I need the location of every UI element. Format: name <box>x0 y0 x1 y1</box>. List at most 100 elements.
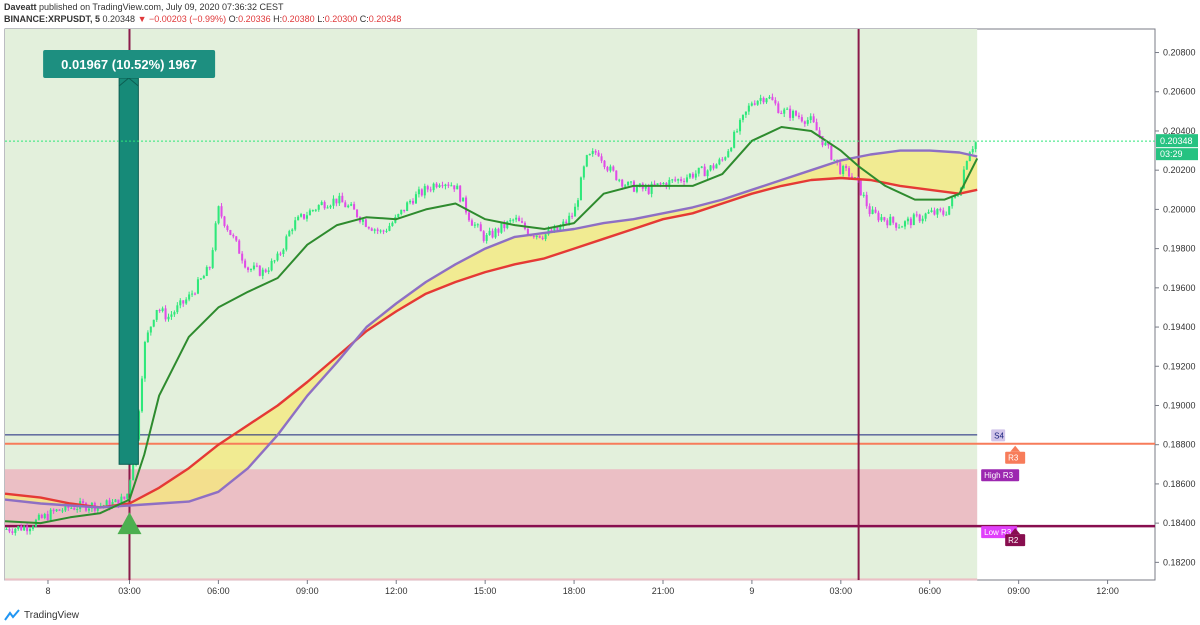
candle-body <box>565 221 568 224</box>
symbol-label[interactable]: BINANCE:XRPUSDT, 5 <box>4 14 101 24</box>
candle-body <box>247 267 250 270</box>
candle-body <box>249 269 253 271</box>
candle-body <box>323 202 326 209</box>
tradingview-brand[interactable]: TradingView <box>24 609 80 621</box>
trade-arrow-head <box>118 77 139 87</box>
candle-body <box>697 167 700 174</box>
trade-range-bar[interactable] <box>118 77 139 465</box>
candle-body <box>241 253 244 261</box>
candle-body <box>497 228 500 233</box>
candle-body <box>883 217 886 221</box>
candle-body <box>789 108 792 118</box>
candle-body <box>311 210 314 212</box>
candle-body <box>821 135 824 146</box>
candle-body <box>170 314 173 317</box>
buy-signal-triangle <box>117 512 142 535</box>
candle-body <box>847 168 851 177</box>
candle-body <box>267 270 270 272</box>
candle-body <box>777 103 780 114</box>
candle-body <box>901 226 904 228</box>
x-tick-label: 8 <box>45 586 50 596</box>
candle-body <box>659 183 662 185</box>
candle-body <box>391 222 394 226</box>
candle-body <box>397 214 400 218</box>
level-tag-r2: R2 <box>1008 536 1019 545</box>
candle-body <box>683 180 686 182</box>
author-name[interactable]: Daveatt <box>4 2 37 12</box>
candle-body <box>364 219 367 227</box>
level-tag-r3-pointer <box>1010 445 1021 452</box>
candle-body <box>456 185 459 190</box>
candle-body <box>43 514 46 519</box>
candle-body <box>503 223 506 229</box>
candle-body <box>709 165 712 171</box>
x-tick-label: 12:00 <box>1096 586 1119 596</box>
candle-body <box>518 217 521 222</box>
candle-body <box>264 269 267 272</box>
candle-body <box>571 215 574 217</box>
candle-body <box>597 152 600 157</box>
x-tick-label: 06:00 <box>207 586 230 596</box>
candle-body <box>123 496 126 499</box>
candle-body <box>282 249 285 254</box>
candle-body <box>868 206 871 214</box>
candle-body <box>403 209 406 212</box>
candle-body <box>594 151 597 153</box>
candle-body <box>388 225 391 231</box>
candle-body <box>753 103 756 105</box>
candle-body <box>350 204 353 206</box>
candle-body <box>29 528 32 532</box>
candle-body <box>582 166 585 178</box>
candle-body <box>653 183 656 186</box>
candle-body <box>512 219 515 221</box>
level-tag-r2-pointer <box>1010 528 1021 535</box>
candle-body <box>332 198 335 206</box>
y-tick-label: 0.19000 <box>1163 400 1196 410</box>
candle-body <box>423 186 426 196</box>
candle-body <box>845 166 848 169</box>
bar-countdown-label: 03:29 <box>1160 149 1183 159</box>
candle-body <box>261 269 264 276</box>
candle-body <box>61 510 64 512</box>
candle-body <box>217 206 220 224</box>
candle-body <box>453 185 456 190</box>
candle-body <box>143 342 146 379</box>
candle-body <box>968 152 971 162</box>
candle-body <box>618 179 621 181</box>
candle-body <box>818 130 821 136</box>
candle-body <box>376 229 379 231</box>
candle-body <box>105 500 108 506</box>
candle-body <box>715 164 718 169</box>
candle-body <box>886 220 889 226</box>
candle-body <box>411 200 415 204</box>
candle-body <box>859 180 862 196</box>
candle-body <box>724 157 727 160</box>
candle-body <box>476 224 479 226</box>
candle-body <box>898 227 901 229</box>
candle-body <box>839 162 842 175</box>
level-tag-s4: S4 <box>994 431 1004 440</box>
candle-body <box>441 185 444 187</box>
candle-body <box>942 210 945 215</box>
candle-body <box>229 229 232 235</box>
candle-body <box>700 166 703 168</box>
candle-body <box>544 234 547 240</box>
candle-body <box>662 183 665 185</box>
candle-body <box>703 166 706 177</box>
candle-body <box>520 221 524 223</box>
candle-body <box>459 185 462 202</box>
level-tag-high-r3: High R3 <box>984 471 1013 480</box>
y-tick-label: 0.19800 <box>1163 244 1196 254</box>
candle-body <box>559 226 562 230</box>
candle-body <box>220 206 223 217</box>
candle-body <box>417 189 420 195</box>
candle-body <box>244 260 247 268</box>
candle-body <box>909 218 912 226</box>
candle-body <box>285 236 288 250</box>
candle-body <box>76 509 79 511</box>
candle-body <box>82 501 85 504</box>
x-tick-label: 18:00 <box>563 586 586 596</box>
candle-body <box>850 176 853 178</box>
candle-body <box>741 114 744 120</box>
